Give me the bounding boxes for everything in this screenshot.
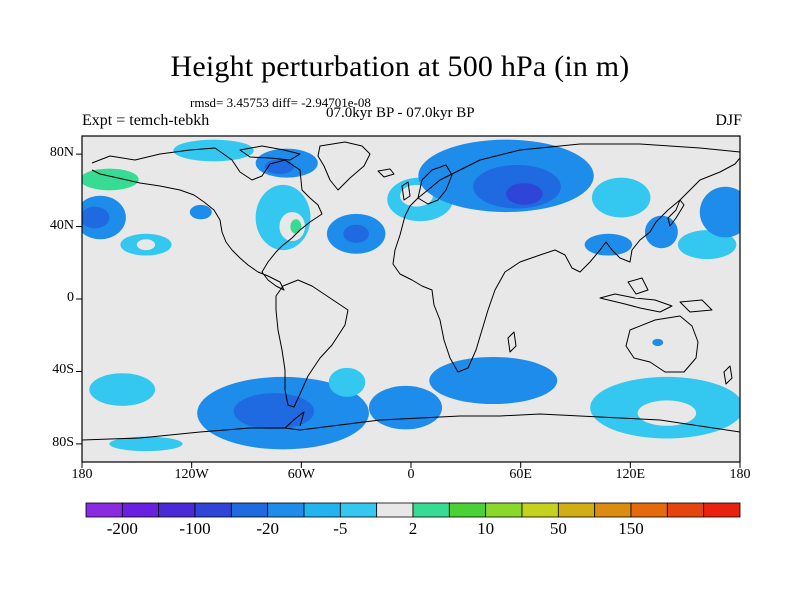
colorbar-swatch (666, 502, 705, 518)
anomaly-region-30 (368, 385, 443, 430)
anomaly-region-23 (677, 230, 737, 260)
coastline-arctic-islands (239, 145, 301, 161)
anomaly-region-26 (109, 436, 183, 452)
lon-tick-label: 0 (407, 467, 415, 482)
coastline-antarctica (82, 413, 740, 441)
tick-marks (76, 153, 741, 468)
anomaly-region-34 (652, 338, 664, 347)
coastline-japan (667, 199, 685, 227)
colorbar-swatch (376, 502, 414, 518)
period-label: 07.0kyr BP - 07.0kyr BP (326, 105, 475, 121)
season-label: DJF (715, 112, 742, 129)
colorbar-swatch (412, 502, 450, 518)
colorbar-swatch (303, 502, 341, 518)
colorbar-swatch (630, 502, 668, 518)
experiment-label: Expt = temch-tebkh (82, 112, 210, 129)
lon-tick-label: 180 (71, 467, 93, 482)
lat-tick-label: 0 (67, 290, 74, 305)
colorbar-label: -5 (333, 519, 348, 538)
anomaly-region-25 (89, 373, 156, 406)
lon-tick-label: 180 (729, 467, 751, 482)
lat-tick-label: 80N (49, 145, 74, 161)
lat-tick-label: 40S (52, 362, 74, 378)
colorbar-label: 10 (477, 519, 495, 538)
anomaly-region-1 (82, 168, 139, 191)
colorbar-swatch (267, 502, 305, 518)
colorbar-swatch (521, 502, 559, 518)
lat-tick-label: 80S (52, 434, 74, 450)
colorbar-swatch (194, 502, 232, 518)
lat-tick-label: 40N (49, 217, 74, 233)
colorbar-swatch (703, 502, 741, 518)
coastline-indonesia (599, 293, 673, 313)
colorbar-swatch (339, 502, 378, 518)
coastline-britain (401, 181, 411, 201)
anomaly-region-31 (429, 356, 558, 405)
anomaly-region-29 (328, 367, 366, 397)
colorbar-label: 50 (549, 519, 567, 538)
coastline-new-guinea (679, 299, 713, 313)
lon-tick-label: 120W (174, 467, 209, 482)
lon-tick-label: 60W (287, 467, 315, 482)
map-title: Height perturbation at 500 hPa (in m) (170, 50, 630, 83)
colorbar-swatch (85, 502, 123, 518)
colorbar-swatch (448, 502, 487, 518)
colorbar (85, 502, 741, 518)
coastline-borneo (627, 277, 649, 295)
coastline-antarctic-peninsula (284, 411, 305, 429)
coastline-south-america (275, 279, 349, 408)
anomaly-region-3 (82, 206, 110, 229)
coastline-scandinavia (417, 164, 453, 205)
colorbar-swatch (557, 502, 596, 518)
anomaly-region-12 (290, 219, 302, 234)
coastline-madagascar (507, 331, 517, 353)
anomaly-region-33 (637, 400, 697, 426)
coastline-eurasia-africa (392, 143, 740, 373)
colorbar-swatch (230, 502, 269, 518)
anomaly-region-5 (136, 239, 156, 251)
coastline-greenland (317, 141, 371, 191)
lon-tick-label: 120E (615, 467, 646, 482)
coastline-new-zealand (723, 365, 733, 385)
stats-label: rmsd= 3.45753 diff= -2.94701e-08 (190, 95, 371, 110)
colorbar-label: 2 (408, 519, 418, 538)
colorbar-label: 150 (618, 519, 644, 538)
anomaly-region-19 (506, 183, 543, 205)
colorbar-swatch (485, 502, 523, 518)
anomaly-region-7 (173, 139, 254, 162)
lon-tick-label: 60E (509, 467, 532, 482)
colorbar-label: -200 (106, 519, 138, 538)
colorbar-label: -20 (256, 519, 279, 538)
anomaly-region-6 (189, 204, 212, 220)
coastline-north-america (91, 147, 323, 291)
colorbar-swatch (594, 502, 632, 518)
coastline-layer (82, 141, 740, 441)
anomaly-region-24 (699, 186, 740, 238)
anomaly-region-28 (233, 393, 315, 430)
colorbar-label: -100 (179, 519, 211, 538)
anomaly-region-20 (591, 177, 651, 218)
coastline-australia (625, 315, 699, 373)
anomaly-region-16 (400, 184, 433, 207)
colorbar-swatch (158, 502, 196, 518)
coastline-iceland (377, 168, 395, 178)
colorbar-swatch (121, 502, 160, 518)
anomaly-region-14 (343, 224, 369, 243)
